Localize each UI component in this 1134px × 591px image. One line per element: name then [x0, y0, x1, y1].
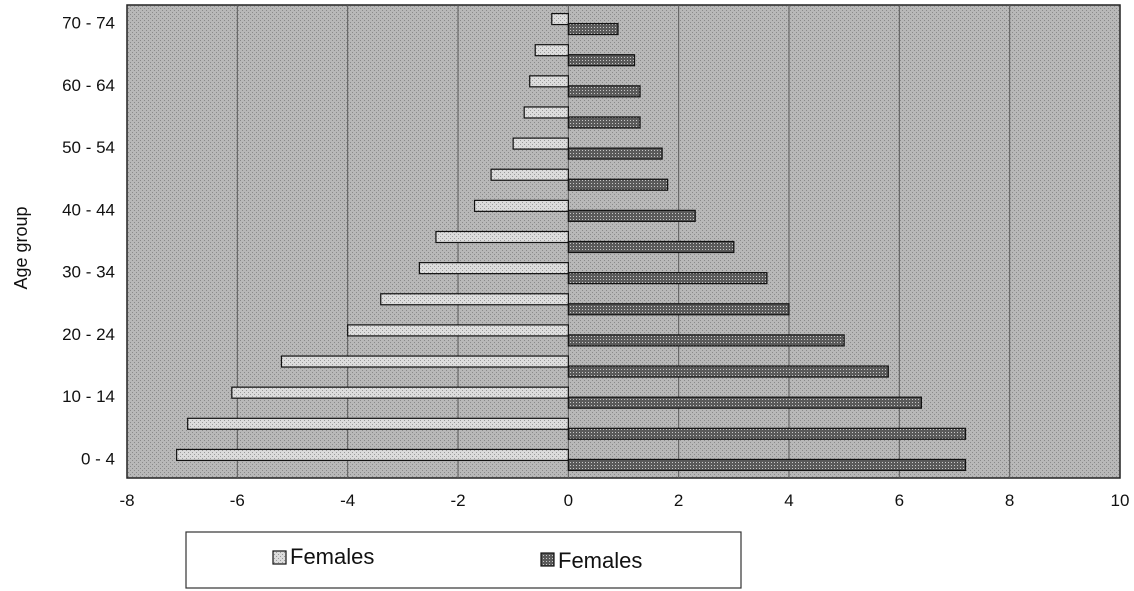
x-tick-label: 0: [564, 491, 573, 510]
bar-light-10: [512, 137, 569, 150]
legend-swatch-light: [272, 550, 287, 565]
bar-dark-10: [567, 147, 663, 160]
legend-box: [185, 531, 742, 589]
bar-dark-8: [567, 209, 696, 222]
bar-dark-0: [567, 458, 967, 472]
bar-light-1: [187, 417, 569, 430]
bar-light-4: [347, 324, 569, 337]
bar-dark-9: [567, 178, 669, 191]
bar-light-8: [473, 199, 569, 212]
y-tick-label: 50 - 54: [62, 138, 115, 157]
x-tick-label: 4: [784, 491, 793, 510]
bar-dark-4: [567, 334, 845, 347]
bar-light-7: [435, 230, 569, 244]
bar-dark-14: [567, 22, 619, 36]
y-axis-ticks: 0 - 4 10 - 14 20 - 24 30 - 34 40 - 44 50 - 54…: [62, 14, 115, 469]
bar-dark-12: [567, 85, 641, 98]
bar-dark-2: [567, 396, 922, 409]
x-tick-label: 8: [1005, 491, 1014, 510]
bar-dark-13: [567, 54, 636, 67]
y-axis-label: Age group: [11, 206, 31, 289]
bars: [176, 12, 967, 472]
bar-dark-7: [567, 240, 735, 254]
y-tick-label: 40 - 44: [62, 200, 115, 219]
y-tick-label: 20 - 24: [62, 325, 115, 344]
y-tick-label: 10 - 14: [62, 387, 115, 406]
bar-dark-1: [567, 427, 967, 440]
legend-swatch-dark: [540, 552, 555, 567]
bar-dark-5: [567, 303, 790, 316]
y-tick-label: 30 - 34: [62, 263, 115, 282]
x-tick-label: 6: [895, 491, 904, 510]
legend-label-2: Females: [558, 548, 642, 573]
y-tick-label: 60 - 64: [62, 76, 115, 95]
x-tick-label: -6: [230, 491, 245, 510]
bar-light-6: [418, 262, 569, 275]
bar-dark-3: [567, 365, 889, 378]
legend: Females Females: [185, 531, 742, 589]
bar-dark-6: [567, 272, 768, 285]
bar-light-9: [490, 168, 569, 181]
bar-light-12: [529, 75, 569, 88]
x-axis-ticks: -8 -6 -4 -2 0 2 4 6 8 10: [119, 491, 1129, 510]
y-tick-label: 0 - 4: [81, 449, 115, 468]
bar-light-3: [280, 355, 569, 368]
y-tick-label: 70 - 74: [62, 14, 115, 33]
bar-light-13: [534, 44, 569, 57]
x-tick-label: 10: [1111, 491, 1130, 510]
x-tick-label: 2: [674, 491, 683, 510]
x-tick-label: -2: [450, 491, 465, 510]
x-tick-label: -8: [119, 491, 134, 510]
bar-dark-11: [567, 116, 641, 129]
bar-light-2: [231, 386, 569, 399]
legend-label-1: Females: [290, 544, 374, 569]
bar-light-5: [380, 293, 569, 306]
bar-light-0: [176, 448, 569, 462]
x-tick-label: -4: [340, 491, 355, 510]
bar-light-14: [551, 12, 569, 26]
bar-light-11: [523, 106, 569, 119]
